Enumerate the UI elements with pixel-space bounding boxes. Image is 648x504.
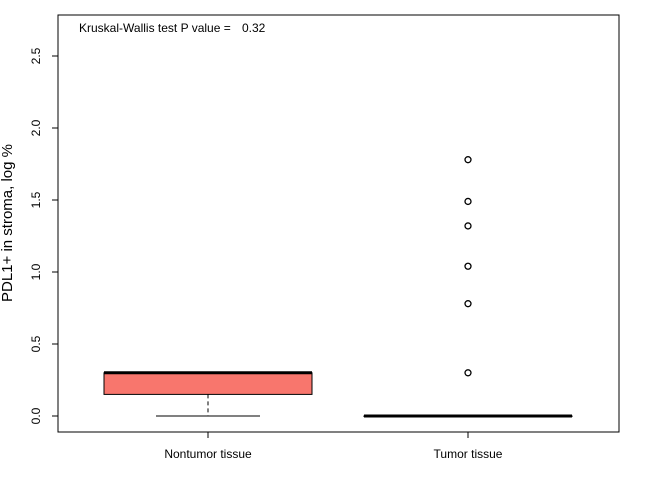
x-tick-label: Tumor tissue: [434, 447, 503, 461]
outlier-point: [464, 156, 472, 164]
y-axis: 0.0 0.5 1.0 1.5 2.0 2.5: [29, 47, 59, 424]
box-group: [103, 156, 573, 418]
plot-frame: [57, 14, 620, 433]
outlier-point: [464, 197, 472, 206]
test-annotation-label: Kruskal-Wallis test P value =: [79, 21, 231, 35]
y-tick-label: 1.5: [29, 191, 43, 208]
y-tick-label: 0.0: [29, 407, 43, 424]
outlier-point: [464, 300, 472, 308]
outlier-point: [464, 369, 472, 377]
outlier-point: [464, 262, 472, 270]
y-tick-label: 0.5: [29, 335, 43, 352]
test-annotation-value: 0.32: [242, 21, 266, 35]
box-body: [103, 372, 313, 395]
x-axis: Nontumor tissue Tumor tissue: [164, 431, 503, 461]
y-tick-label: 2.5: [29, 47, 43, 64]
y-tick-label: 2.0: [29, 119, 43, 136]
y-axis-label: PDL1+ in stroma, log %: [0, 144, 16, 302]
outlier-point: [464, 222, 472, 230]
x-tick-label: Nontumor tissue: [164, 447, 252, 461]
y-tick-label: 1.0: [29, 263, 43, 280]
